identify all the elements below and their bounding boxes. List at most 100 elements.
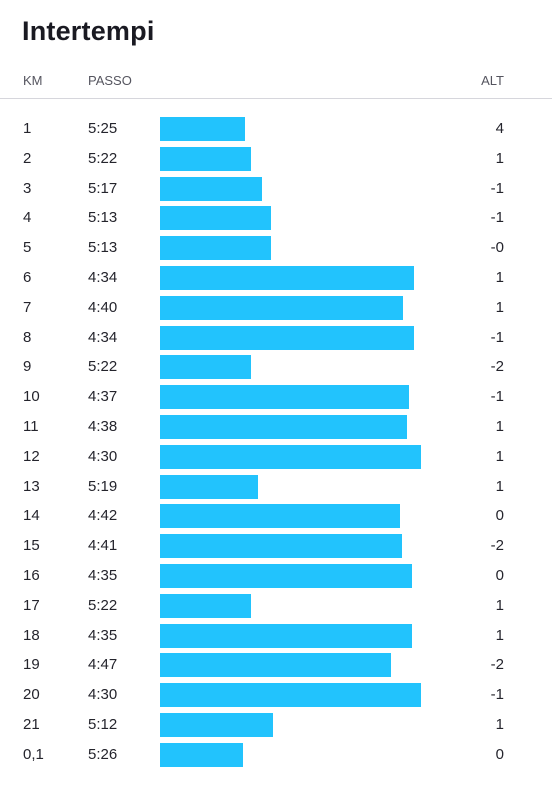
split-altitude: 0 xyxy=(495,507,504,525)
split-row: 0,1 5:26 0 xyxy=(0,740,552,770)
split-row: 1 5:25 4 xyxy=(0,114,552,144)
split-altitude: 0 xyxy=(495,566,504,584)
split-km: 4 xyxy=(23,209,32,227)
split-km: 14 xyxy=(23,507,40,525)
split-altitude: 1 xyxy=(495,268,504,286)
split-row: 2 5:22 1 xyxy=(0,144,552,174)
split-row: 7 4:40 1 xyxy=(0,293,552,323)
split-pace-bar xyxy=(160,444,421,469)
split-pace-bar xyxy=(160,385,409,410)
split-km: 13 xyxy=(23,477,40,495)
split-altitude: 1 xyxy=(495,298,504,316)
split-km: 10 xyxy=(23,388,40,406)
split-altitude: 1 xyxy=(495,596,504,614)
split-pace: 5:13 xyxy=(88,239,118,257)
column-header-pace: PASSO xyxy=(88,73,132,88)
split-pace-bar xyxy=(160,683,421,708)
split-row: 15 4:41 -2 xyxy=(0,531,552,561)
split-pace: 4:37 xyxy=(88,388,118,406)
split-row: 13 5:19 1 xyxy=(0,472,552,502)
split-km: 7 xyxy=(23,298,32,316)
page-title: Intertempi xyxy=(22,16,155,46)
split-row: 11 4:38 1 xyxy=(0,412,552,442)
split-row: 19 4:47 -2 xyxy=(0,650,552,680)
split-pace: 5:25 xyxy=(88,120,118,137)
split-pace-bar xyxy=(160,325,414,350)
split-row: 16 4:35 0 xyxy=(0,561,552,591)
split-pace: 5:19 xyxy=(88,477,118,495)
split-altitude: -1 xyxy=(490,179,504,197)
split-km: 17 xyxy=(23,596,40,614)
split-row: 9 5:22 -2 xyxy=(0,352,552,382)
split-pace: 4:35 xyxy=(88,626,118,644)
split-altitude: 1 xyxy=(495,626,504,644)
split-pace-bar xyxy=(160,563,412,588)
split-pace-bar xyxy=(160,146,251,171)
split-altitude: -2 xyxy=(490,358,504,376)
split-row: 6 4:34 1 xyxy=(0,263,552,293)
split-pace: 4:34 xyxy=(88,268,118,286)
split-pace-bar xyxy=(160,206,271,231)
split-altitude: -1 xyxy=(490,686,504,704)
split-pace: 4:42 xyxy=(88,507,118,525)
split-pace-bar xyxy=(160,504,400,529)
split-pace: 4:40 xyxy=(88,298,118,316)
split-km: 21 xyxy=(23,715,40,733)
split-km: 15 xyxy=(23,537,40,555)
column-header-km: KM xyxy=(23,73,43,88)
split-pace-bar xyxy=(160,474,258,499)
split-km: 5 xyxy=(23,239,32,257)
split-pace: 4:30 xyxy=(88,686,118,704)
split-pace-bar xyxy=(160,623,412,648)
table-header: KM PASSO ALT xyxy=(0,70,552,99)
split-row: 10 4:37 -1 xyxy=(0,382,552,412)
split-pace: 5:22 xyxy=(88,596,118,614)
split-row: 4 5:13 -1 xyxy=(0,203,552,233)
split-row: 12 4:30 1 xyxy=(0,442,552,472)
column-header-alt: ALT xyxy=(481,73,504,88)
split-row: 20 4:30 -1 xyxy=(0,680,552,710)
split-altitude: -0 xyxy=(490,239,504,257)
split-pace-bar xyxy=(160,265,414,290)
split-km: 19 xyxy=(23,656,40,674)
split-pace: 5:13 xyxy=(88,209,118,227)
split-km: 16 xyxy=(23,566,40,584)
split-pace-bar xyxy=(160,742,243,767)
split-km: 2 xyxy=(23,149,32,167)
split-pace: 5:22 xyxy=(88,149,118,167)
split-row: 18 4:35 1 xyxy=(0,621,552,651)
split-altitude: -2 xyxy=(490,656,504,674)
split-km: 20 xyxy=(23,686,40,704)
split-pace: 4:47 xyxy=(88,656,118,674)
split-pace: 5:12 xyxy=(88,715,118,733)
split-pace-bar xyxy=(160,355,251,380)
split-pace-bar xyxy=(160,653,391,678)
split-altitude: 1 xyxy=(495,447,504,465)
split-row: 3 5:17 -1 xyxy=(0,174,552,204)
split-row: 8 4:34 -1 xyxy=(0,323,552,353)
split-km: 0,1 xyxy=(23,745,44,763)
split-altitude: 4 xyxy=(495,120,504,137)
split-pace: 4:38 xyxy=(88,417,118,435)
split-altitude: -1 xyxy=(490,328,504,346)
split-altitude: -1 xyxy=(490,388,504,406)
split-km: 12 xyxy=(23,447,40,465)
split-pace-bar xyxy=(160,295,403,320)
split-pace-bar xyxy=(160,236,271,261)
split-km: 8 xyxy=(23,328,32,346)
split-pace: 5:17 xyxy=(88,179,118,197)
split-pace-bar xyxy=(160,176,262,201)
split-row: 5 5:13 -0 xyxy=(0,233,552,263)
split-km: 11 xyxy=(23,417,39,435)
split-km: 18 xyxy=(23,626,40,644)
split-row: 21 5:12 1 xyxy=(0,710,552,740)
split-altitude: 1 xyxy=(495,477,504,495)
splits-list: 1 5:25 4 2 5:22 1 3 5:17 -1 4 5:13 -1 5 5:13 -0 6 4:34 1 7… xyxy=(0,114,552,770)
split-altitude: -2 xyxy=(490,537,504,555)
split-pace: 4:41 xyxy=(88,537,118,555)
split-pace: 5:22 xyxy=(88,358,118,376)
split-altitude: 1 xyxy=(495,149,504,167)
split-pace-bar xyxy=(160,534,402,559)
split-pace: 4:34 xyxy=(88,328,118,346)
split-pace: 5:26 xyxy=(88,745,118,763)
